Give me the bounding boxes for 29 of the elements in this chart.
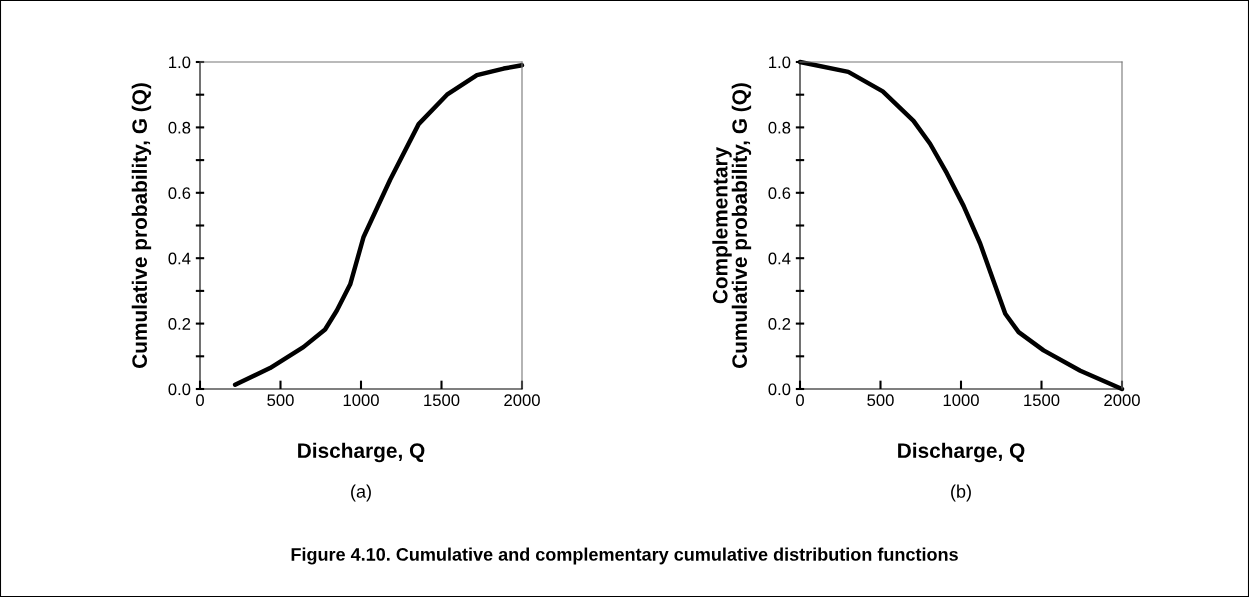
y-axis-title: Complementary Cumulative probability, G (Q) bbox=[712, 83, 752, 368]
y-tick-label: 0.6 bbox=[168, 187, 191, 199]
x-tick-label: 500 bbox=[867, 394, 894, 407]
y-tick-label: 0.0 bbox=[168, 383, 191, 396]
x-tick-label: 500 bbox=[267, 394, 294, 407]
text: (a) bbox=[351, 484, 371, 502]
y-tick-label: 0.8 bbox=[168, 121, 191, 134]
x-tick-label: 1000 bbox=[943, 394, 979, 407]
x-axis-title: Discharge, Q bbox=[298, 442, 425, 463]
x-tick-label: 0 bbox=[196, 394, 204, 407]
x-axis-title: Discharge, Q bbox=[898, 442, 1025, 463]
text: (b) bbox=[951, 484, 971, 502]
caption: Figure 4.10. Cumulative and complementary cumulative distribution functions bbox=[291, 547, 958, 565]
y-axis-title: Cumulative probability, G (Q) bbox=[131, 83, 152, 368]
y-tick-label: 0.0 bbox=[768, 383, 791, 396]
y-tick-label: 1.0 bbox=[769, 56, 791, 69]
x-tick-label: 1000 bbox=[343, 394, 379, 407]
y-tick-label: 0.4 bbox=[168, 252, 191, 265]
x-tick-label: 0 bbox=[796, 394, 804, 407]
y-tick-label: 0.4 bbox=[768, 252, 791, 265]
y-tick-label: 0.6 bbox=[768, 187, 791, 199]
x-tick-label: 2000 bbox=[1104, 394, 1140, 407]
y-tick-label: 0.2 bbox=[168, 318, 191, 330]
x-tick-label: 1500 bbox=[424, 394, 460, 407]
x-tick-label: 1500 bbox=[1024, 394, 1060, 407]
y-tick-label: 1.0 bbox=[169, 56, 191, 69]
y-tick-label: 0.2 bbox=[768, 318, 791, 330]
x-tick-label: 2000 bbox=[504, 394, 540, 407]
y-tick-label: 0.8 bbox=[768, 121, 791, 134]
